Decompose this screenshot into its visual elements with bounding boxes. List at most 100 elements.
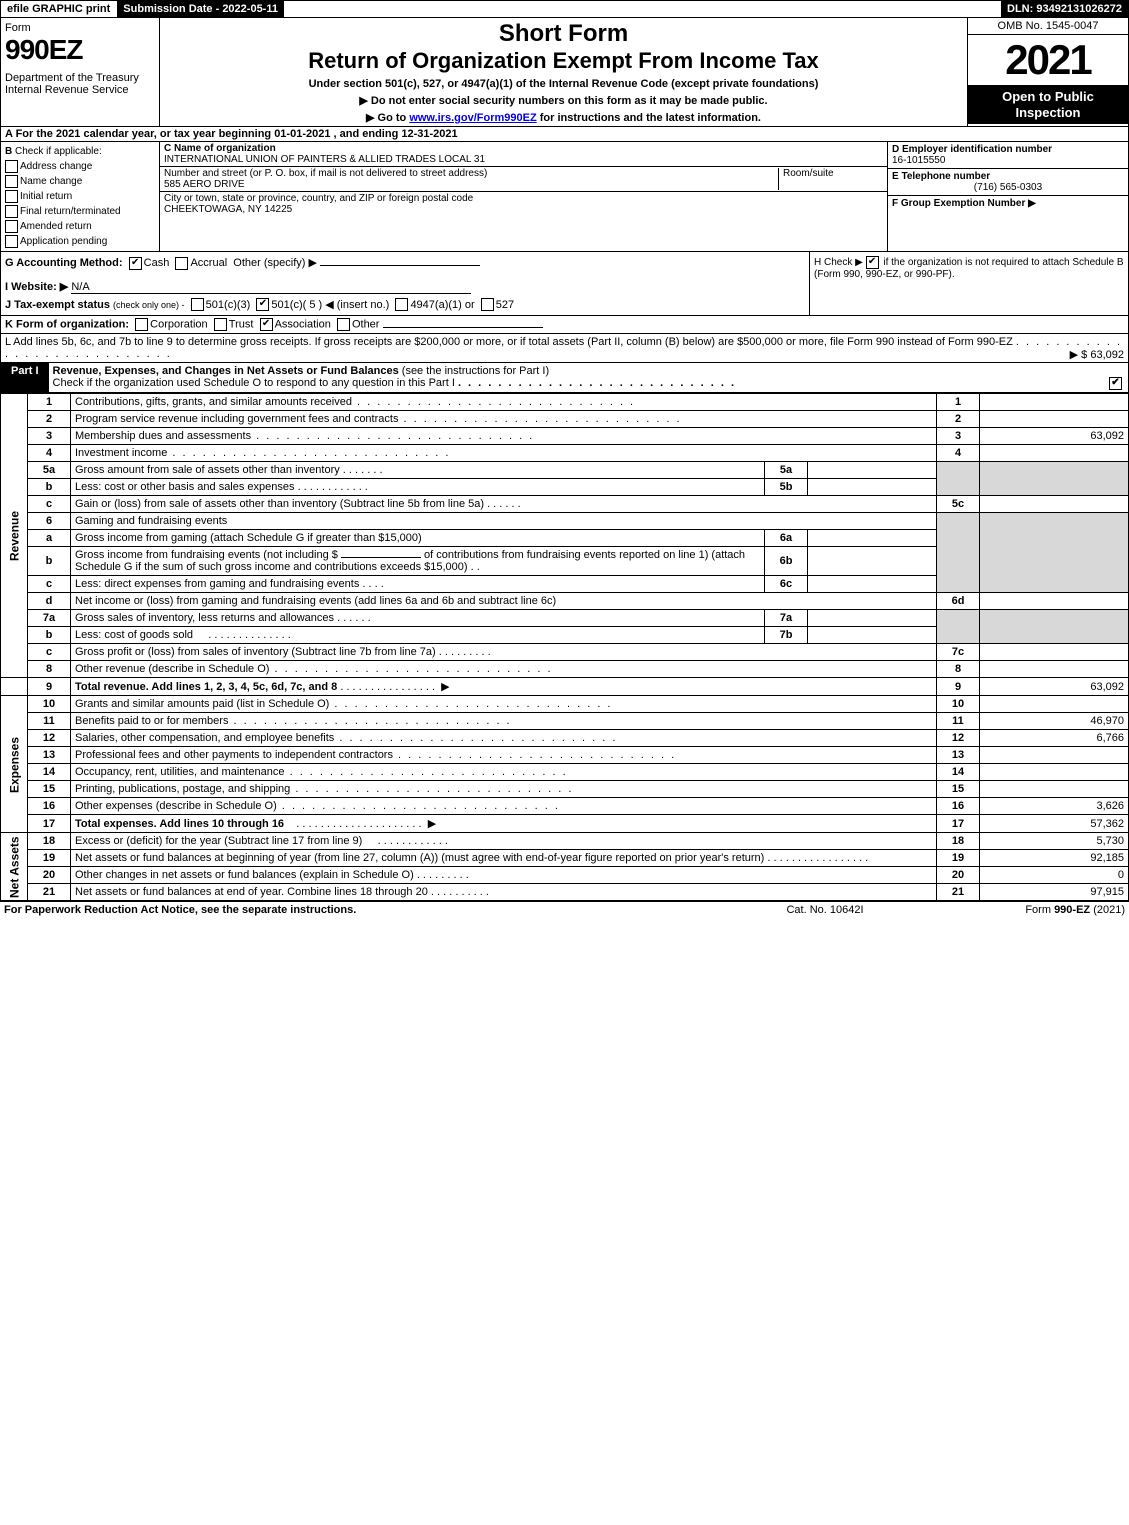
k-corp: Corporation xyxy=(150,319,207,331)
d-label: D Employer identification number xyxy=(892,144,1052,155)
form-number: 990EZ xyxy=(5,34,155,66)
cb-address-change[interactable] xyxy=(5,160,18,173)
f-label: F Group Exemption Number ▶ xyxy=(892,198,1036,209)
l20-rn: 20 xyxy=(937,867,980,884)
opt-amended-return: Amended return xyxy=(20,221,92,232)
cb-corporation[interactable] xyxy=(135,318,148,331)
cb-other-org[interactable] xyxy=(337,318,350,331)
room-label: Room/suite xyxy=(783,168,834,179)
l10-num: 10 xyxy=(28,696,71,713)
cb-final-return[interactable] xyxy=(5,205,18,218)
l5a-desc: Gross amount from sale of assets other t… xyxy=(75,464,340,476)
dept-label: Department of the Treasury Internal Reve… xyxy=(5,72,155,96)
l6b-blank[interactable] xyxy=(341,557,421,558)
cb-501c3[interactable] xyxy=(191,298,204,311)
l12-amt: 6,766 xyxy=(980,730,1129,747)
l11-desc: Benefits paid to or for members xyxy=(75,715,228,727)
k-other-line[interactable] xyxy=(383,327,543,328)
col-b: B Check if applicable: Address change Na… xyxy=(1,142,160,251)
l19-rn: 19 xyxy=(937,850,980,867)
l6-shade xyxy=(937,513,980,593)
l11-rn: 11 xyxy=(937,713,980,730)
l5a-sn: 5a xyxy=(765,462,808,479)
k-trust: Trust xyxy=(229,319,254,331)
cb-amended-return[interactable] xyxy=(5,220,18,233)
k-assoc: Association xyxy=(275,319,331,331)
opt-application-pending: Application pending xyxy=(20,236,107,247)
tax-year: 2021 xyxy=(968,35,1128,85)
l19-num: 19 xyxy=(28,850,71,867)
l5b-sn: 5b xyxy=(765,479,808,496)
part-i-title-sub: (see the instructions for Part I) xyxy=(402,365,549,377)
l11-amt: 46,970 xyxy=(980,713,1129,730)
cb-527[interactable] xyxy=(481,298,494,311)
cb-4947[interactable] xyxy=(395,298,408,311)
g-cash: Cash xyxy=(144,257,170,269)
dln: DLN: 93492131026272 xyxy=(1001,1,1128,17)
l6c-num: c xyxy=(28,576,71,593)
l6a-desc: Gross income from gaming (attach Schedul… xyxy=(71,530,765,547)
l8-amt xyxy=(980,661,1129,678)
title-return: Return of Organization Exempt From Incom… xyxy=(166,48,961,74)
l18-num: 18 xyxy=(28,833,71,850)
l6b-num: b xyxy=(28,547,71,576)
l4-desc: Investment income xyxy=(75,447,167,459)
l21-desc: Net assets or fund balances at end of ye… xyxy=(75,886,428,898)
b-label: B xyxy=(5,146,12,157)
cb-cash[interactable] xyxy=(129,257,142,270)
opt-name-change: Name change xyxy=(20,176,82,187)
l14-num: 14 xyxy=(28,764,71,781)
l12-num: 12 xyxy=(28,730,71,747)
g-other-line[interactable] xyxy=(320,265,480,266)
netassets-vlabel: Net Assets xyxy=(1,833,28,901)
page-footer: For Paperwork Reduction Act Notice, see … xyxy=(0,901,1129,918)
ein-value: 16-1015550 xyxy=(892,155,945,166)
c-name-label: C Name of organization xyxy=(164,143,276,154)
cb-initial-return[interactable] xyxy=(5,190,18,203)
l13-amt xyxy=(980,747,1129,764)
l13-desc: Professional fees and other payments to … xyxy=(75,749,393,761)
cb-application-pending[interactable] xyxy=(5,235,18,248)
part-i-label: Part I xyxy=(1,363,49,392)
l6c-subamt xyxy=(808,576,937,593)
l10-rn: 10 xyxy=(937,696,980,713)
l5a-num: 5a xyxy=(28,462,71,479)
opt-initial-return: Initial return xyxy=(20,191,72,202)
l-amount: ▶ $ 63,092 xyxy=(1070,348,1124,361)
efile-label[interactable]: efile GRAPHIC print xyxy=(1,1,117,17)
cb-501c[interactable] xyxy=(256,298,269,311)
l14-desc: Occupancy, rent, utilities, and maintena… xyxy=(75,766,285,778)
l5b-num: b xyxy=(28,479,71,496)
l15-num: 15 xyxy=(28,781,71,798)
cb-association[interactable] xyxy=(260,318,273,331)
l6-desc: Gaming and fundraising events xyxy=(71,513,937,530)
cb-name-change[interactable] xyxy=(5,175,18,188)
l2-rn: 2 xyxy=(937,411,980,428)
l5c-desc: Gain or (loss) from sale of assets other… xyxy=(75,498,484,510)
cb-schedule-b[interactable] xyxy=(866,256,879,269)
org-address: 585 AERO DRIVE xyxy=(164,179,245,190)
cb-accrual[interactable] xyxy=(175,257,188,270)
footer-right: Form 990-EZ (2021) xyxy=(925,904,1125,916)
irs-link[interactable]: www.irs.gov/Form990EZ xyxy=(409,112,536,124)
l3-num: 3 xyxy=(28,428,71,445)
l9-num: 9 xyxy=(28,678,71,696)
cb-schedule-o[interactable] xyxy=(1109,377,1122,390)
cb-trust[interactable] xyxy=(214,318,227,331)
l18-rn: 18 xyxy=(937,833,980,850)
l5c-rn: 5c xyxy=(937,496,980,513)
l6a-num: a xyxy=(28,530,71,547)
l17-rn: 17 xyxy=(937,815,980,833)
k-label: K Form of organization: xyxy=(5,319,129,331)
l6-shade-amt xyxy=(980,513,1129,593)
form-word: Form xyxy=(5,22,155,34)
block-bcdef: B Check if applicable: Address change Na… xyxy=(0,142,1129,252)
l8-desc: Other revenue (describe in Schedule O) xyxy=(75,663,269,675)
l5ab-shade-amt xyxy=(980,462,1129,496)
l17-desc: Total expenses. Add lines 10 through 16 xyxy=(75,818,284,830)
l11-num: 11 xyxy=(28,713,71,730)
l16-amt: 3,626 xyxy=(980,798,1129,815)
goto-pre: ▶ Go to xyxy=(366,112,409,124)
row-l: L Add lines 5b, 6c, and 7b to line 9 to … xyxy=(0,334,1129,363)
form-header: Form 990EZ Department of the Treasury In… xyxy=(0,18,1129,127)
